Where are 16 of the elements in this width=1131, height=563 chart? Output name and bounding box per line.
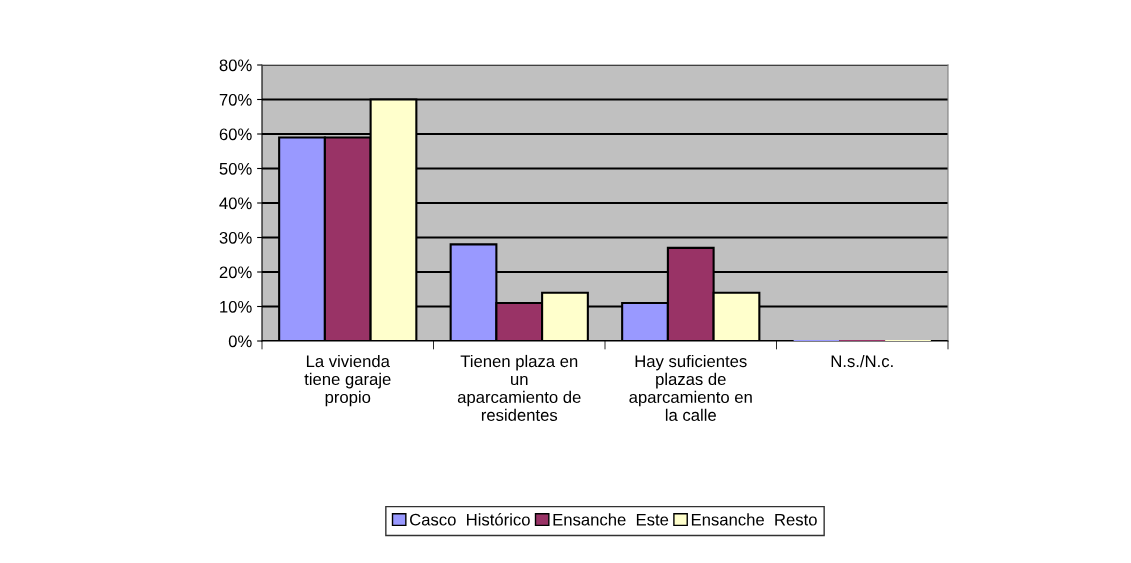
y-tick-label: 70% [219, 93, 252, 106]
x-tick-label: Tienen plaza en un aparcamiento de residentes [457, 354, 581, 421]
y-tick-label: 40% [219, 197, 252, 210]
legend-label: Casco Histórico [410, 513, 530, 526]
y-tick-label: 10% [220, 300, 252, 313]
y-tick-label: 50% [219, 162, 252, 175]
x-tick-label: La vivienda tiene garaje propio [304, 354, 391, 407]
legend-label: Ensanche Este [553, 513, 669, 526]
x-tick-label: N.s./N.c. [831, 354, 893, 368]
y-tick-label: 80% [219, 59, 252, 72]
y-tick-label: 20% [219, 266, 252, 279]
x-tick-label: Hay suficientes plazas de aparcamiento en la calle [629, 354, 752, 421]
y-tick-label: 30% [219, 231, 252, 244]
legend-label: Ensanche Resto [691, 513, 817, 526]
y-tick-label: 60% [219, 128, 252, 141]
y-tick-label: 0% [228, 335, 252, 348]
